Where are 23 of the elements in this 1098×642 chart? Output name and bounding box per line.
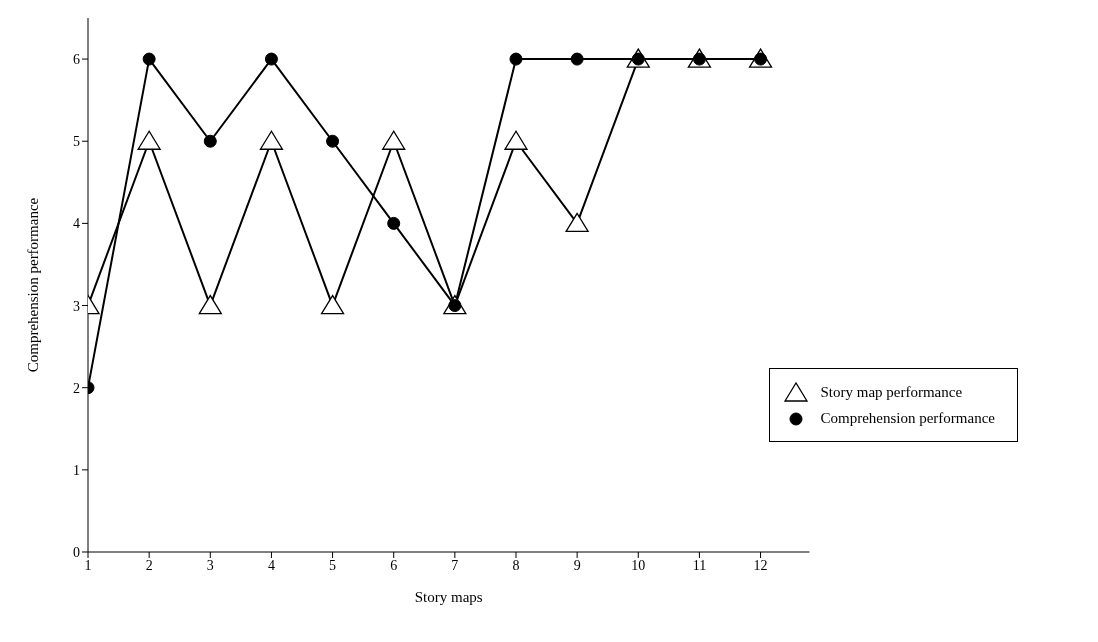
y-tick-label: 4: [73, 216, 80, 232]
x-tick-label: 8: [512, 557, 520, 573]
x-tick-label: 4: [267, 557, 275, 573]
y-tick-label: 2: [73, 380, 80, 396]
x-tick-label: 2: [145, 557, 153, 573]
x-tick-label: 11: [692, 557, 707, 573]
legend-label: Story map performance: [820, 383, 963, 401]
y-tick-label: 1: [73, 462, 80, 478]
y-tick-label: 6: [73, 52, 80, 68]
x-axis-title: Story maps: [414, 589, 483, 605]
y-tick-label: 0: [73, 544, 80, 560]
x-tick-label: 9: [573, 557, 581, 573]
x-tick-label: 6: [390, 557, 398, 573]
x-tick-label: 7: [451, 557, 459, 573]
y-tick-label: 3: [73, 298, 80, 314]
x-tick-label: 10: [631, 557, 646, 573]
x-tick-label: 1: [84, 557, 92, 573]
x-tick-label: 5: [329, 557, 337, 573]
x-tick-label: 3: [206, 557, 214, 573]
x-tick-label: 12: [753, 557, 768, 573]
y-axis-title: Comprehension performance: [25, 197, 42, 373]
legend-label: Comprehension performance: [820, 409, 995, 427]
y-tick-label: 5: [73, 134, 80, 150]
